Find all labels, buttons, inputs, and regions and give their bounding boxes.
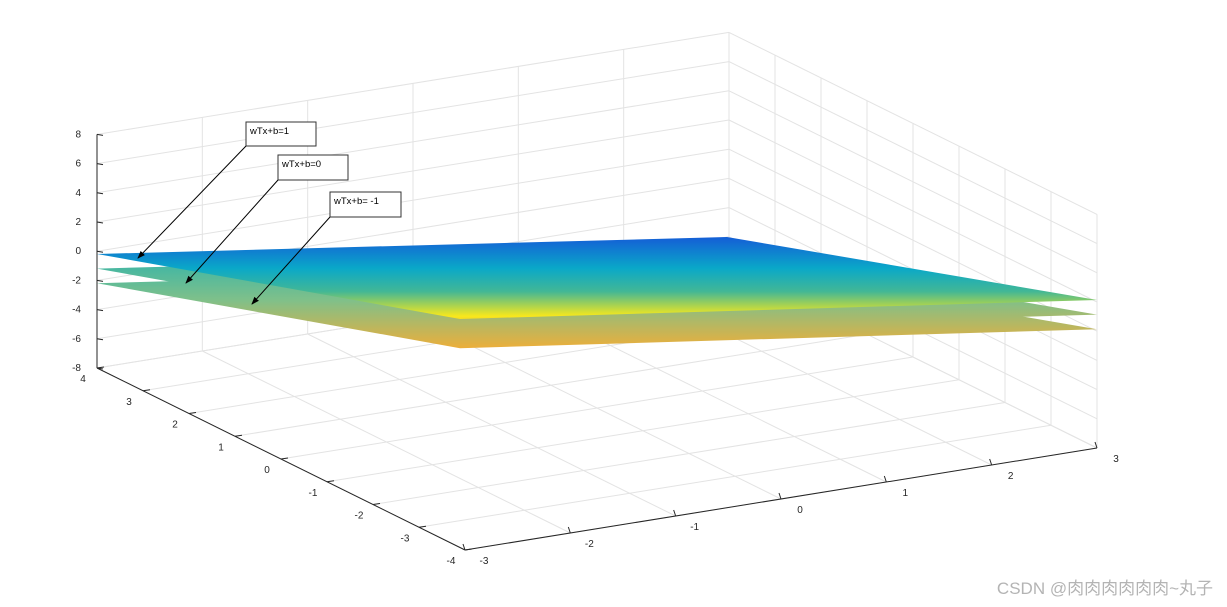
- x-tick-label: -1: [690, 522, 699, 533]
- watermark-text: CSDN @肉肉肉肉肉肉~丸子: [996, 579, 1213, 598]
- backwall-gridline-z: [96, 31, 730, 135]
- x-tick-label: 1: [903, 488, 909, 499]
- annotation-arrow: [185, 179, 279, 284]
- y-tick-label: 0: [264, 465, 270, 476]
- y-tick-mark: [418, 525, 427, 528]
- floor-gridline-y: [418, 424, 1052, 528]
- floor-gridline-y: [372, 402, 1006, 505]
- z-tick-mark: [96, 279, 104, 282]
- y-tick-label: 3: [126, 397, 132, 408]
- annotation-label: wTx+b=0: [281, 159, 321, 170]
- annotation-label: wTx+b=1: [249, 126, 289, 137]
- z-tick-label: -2: [72, 275, 81, 286]
- floor-gridline-y: [326, 379, 960, 483]
- z-tick-label: 4: [75, 188, 81, 199]
- sidewall-gridline-z: [728, 61, 1098, 245]
- sidewall-gridline-z: [728, 119, 1098, 303]
- y-tick-label: 1: [218, 442, 224, 453]
- y-tick-label: 2: [172, 420, 178, 431]
- y-tick-mark: [96, 366, 105, 369]
- z-tick-label: 6: [75, 159, 81, 170]
- y-tick-label: -4: [447, 556, 456, 567]
- x-tick-label: -2: [585, 539, 594, 550]
- annotation-box: [277, 154, 349, 181]
- z-tick-label: 0: [75, 246, 81, 257]
- y-tick-mark: [372, 503, 381, 505]
- z-tick-mark: [96, 163, 104, 166]
- x-tick-mark: [1094, 441, 1098, 449]
- annotation-2: wTx+b=0: [185, 154, 349, 284]
- x-tick-mark: [778, 492, 782, 500]
- z-tick-mark: [96, 221, 104, 224]
- z-tick-mark: [96, 309, 104, 312]
- x-tick-label: 0: [797, 505, 803, 516]
- y-tick-mark: [464, 548, 473, 551]
- annotation-label: wTx+b= -1: [333, 196, 379, 207]
- y-tick-label: -3: [401, 533, 410, 544]
- y-tick-label: -2: [355, 511, 364, 522]
- annotations: wTx+b=1 wTx+b=0 wTx+b= -1: [137, 121, 402, 305]
- x-tick-mark: [989, 458, 993, 466]
- annotation-3: wTx+b= -1: [251, 191, 402, 305]
- z-tick-label: 8: [75, 129, 81, 140]
- z-tick-label: -4: [72, 305, 81, 316]
- z-tick-label: -6: [72, 334, 81, 345]
- x-tick-label: -3: [480, 556, 489, 567]
- x-tick-label: 2: [1008, 471, 1014, 482]
- y-tick-mark: [142, 389, 151, 392]
- y-tick-mark: [188, 412, 197, 414]
- annotation-arrow: [251, 216, 331, 305]
- backwall-gridline-z: [96, 90, 730, 194]
- floor-gridline-y: [280, 356, 914, 460]
- x-tick-mark: [673, 509, 677, 517]
- x-tick-label: 3: [1113, 454, 1119, 465]
- backwall-gridline-z: [96, 119, 730, 223]
- annotation-box: [245, 121, 317, 147]
- z-tick-mark: [96, 250, 104, 253]
- x-tick-mark: [883, 475, 887, 483]
- y-tick-label: -1: [309, 488, 318, 499]
- planes: [97, 237, 1097, 349]
- sidewall-gridline-z: [728, 90, 1098, 274]
- z-tick-label: 2: [75, 217, 81, 228]
- y-tick-mark: [280, 457, 289, 460]
- plane-top: [97, 237, 1097, 319]
- annotation-arrow: [137, 145, 247, 259]
- y-tick-label: 4: [80, 374, 86, 385]
- annotation-1: wTx+b=1: [137, 121, 317, 259]
- y-tick-mark: [326, 480, 335, 483]
- annotation-box: [329, 191, 402, 218]
- z-tick-label: -8: [72, 363, 81, 374]
- z-tick-mark: [96, 192, 104, 195]
- x-tick-mark: [462, 543, 466, 551]
- y-tick-mark: [234, 434, 243, 437]
- z-tick-mark: [96, 133, 104, 136]
- backwall-gridline-z: [96, 148, 730, 252]
- sidewall-gridline-z: [728, 31, 1098, 215]
- floor-gridline-y: [234, 333, 868, 437]
- z-tick-mark: [96, 338, 104, 341]
- x-tick-mark: [567, 526, 571, 534]
- backwall-gridline-z: [96, 61, 730, 165]
- tick-labels: -8 -6 -4 -2 0 2 4 6 8 -4 -3 -2 -1 0 1 2 3 4 -3 -2 -1 0 1 2 3: [72, 129, 1119, 567]
